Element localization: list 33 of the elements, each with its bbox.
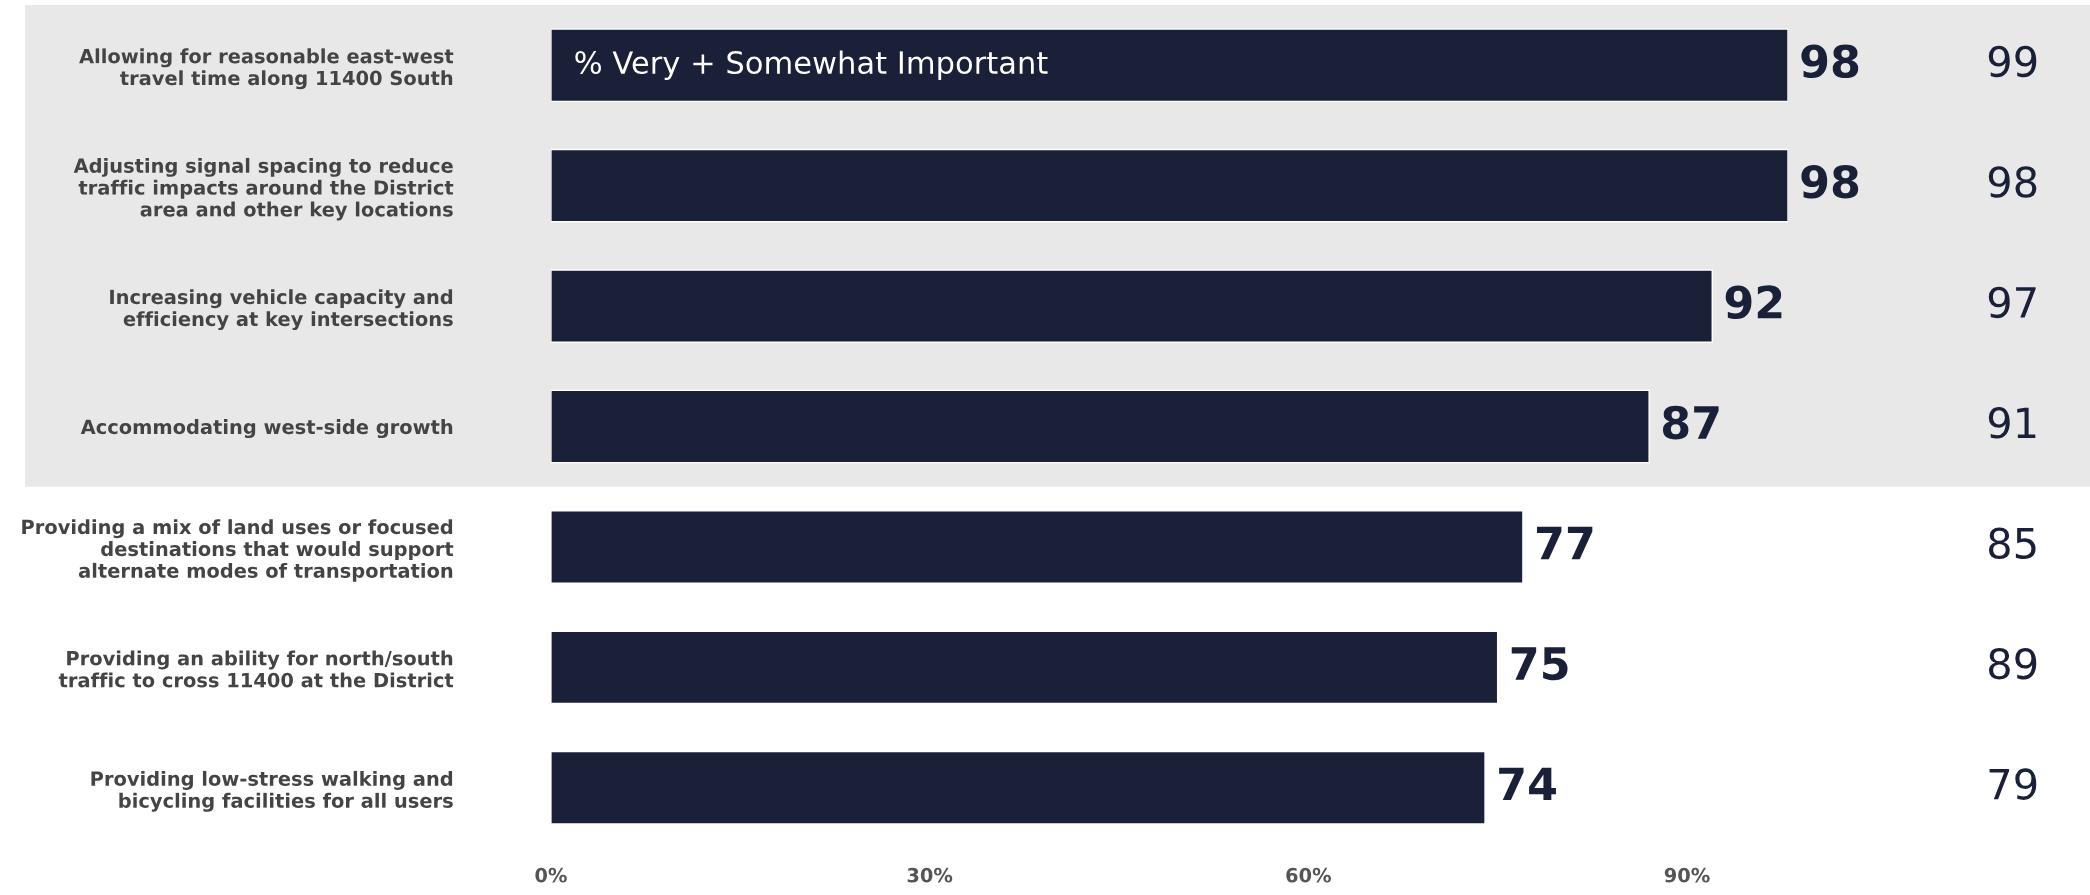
y-tick-label: Providing a mix of land uses or focused destinations that would support alternate modes of transportation bbox=[22, 519, 454, 582]
y-tick-label: Adjusting signal spacing to reduce traffic impacts around the District area and other key locations bbox=[73, 157, 454, 221]
text: 98 bbox=[1988, 166, 2037, 198]
bar bbox=[550, 630, 1499, 705]
data-label: 92 bbox=[1725, 285, 1782, 319]
text: 79 bbox=[1989, 768, 2037, 800]
text: 85 bbox=[1988, 527, 2036, 560]
bar bbox=[550, 750, 1486, 825]
bar bbox=[550, 389, 1650, 464]
bar bbox=[550, 510, 1524, 584]
x-tick-label: 60% bbox=[1286, 867, 1331, 883]
bar bbox=[550, 269, 1713, 343]
x-tick-label: 30% bbox=[907, 867, 953, 883]
y-tick-label: Accommodating west-side growth bbox=[80, 419, 453, 439]
text: 89 bbox=[1988, 647, 2037, 680]
y-tick-label: Providing low-stress walking and bicycling facilities for all users bbox=[91, 770, 453, 812]
y-tick-label: Providing an ability for north/south traffic to cross 11400 at the District bbox=[58, 650, 454, 688]
data-label: 98 bbox=[1801, 164, 1859, 199]
data-label: 77 bbox=[1536, 526, 1593, 560]
data-label: 98 bbox=[1801, 44, 1859, 79]
bar bbox=[550, 148, 1788, 223]
x-tick-label: 90% bbox=[1664, 867, 1710, 883]
data-label: 87 bbox=[1662, 405, 1719, 440]
text: 97 bbox=[1988, 286, 2036, 319]
y-tick-label: Allowing for reasonable east-west travel time along 11400 South bbox=[79, 48, 454, 90]
bar bbox=[550, 28, 1788, 103]
text: 99 bbox=[1988, 45, 2037, 78]
text: 91 bbox=[1988, 407, 2036, 439]
annotation: % Very + Somewhat Important bbox=[575, 50, 1048, 81]
data-label: 75 bbox=[1511, 647, 1568, 681]
y-tick-label: Increasing vehicle capacity and efficiency at key intersections bbox=[110, 289, 453, 331]
x-tick-label: 0% bbox=[535, 867, 567, 883]
data-label: 74 bbox=[1499, 767, 1556, 801]
